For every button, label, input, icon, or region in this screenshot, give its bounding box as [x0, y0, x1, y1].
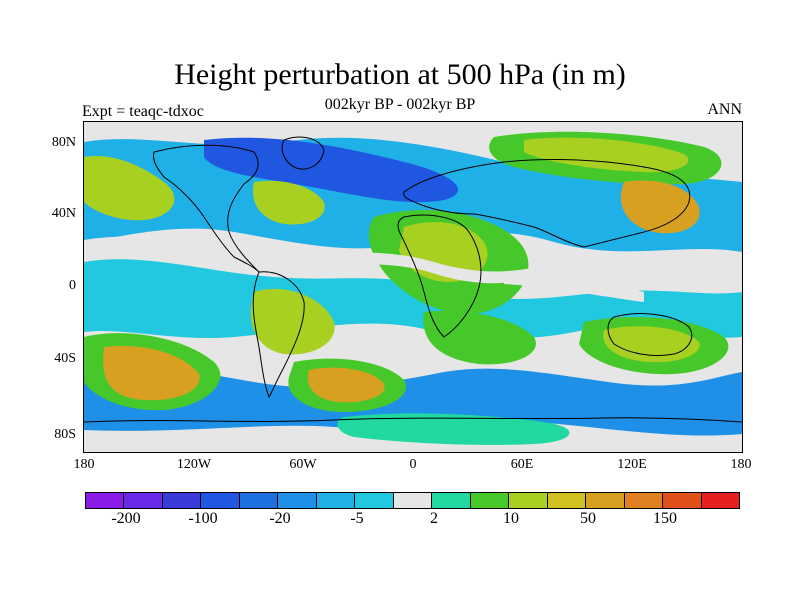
colorbar-label: -200 — [111, 510, 141, 527]
colorbar-swatch — [663, 493, 702, 508]
coastline-europe-asia — [403, 159, 691, 248]
field-orange-japan — [620, 180, 700, 234]
colorbar — [85, 492, 740, 509]
height-field-map — [84, 122, 742, 452]
lon-label-180w: 180 — [73, 457, 95, 472]
field-green-south-america — [250, 288, 335, 355]
colorbar-swatch — [547, 493, 587, 508]
coastline-africa — [397, 214, 482, 338]
coastline-greenland — [281, 136, 325, 170]
field-cyan-south — [84, 361, 742, 436]
coastline-australia — [607, 313, 693, 357]
map-panel — [83, 121, 743, 453]
colorbar-swatch — [432, 493, 471, 508]
field-green-atlantic-north — [252, 180, 325, 225]
period-label: 002kyr BP - 002kyr BP — [324, 96, 476, 113]
colorbar-label: -100 — [188, 510, 218, 527]
lat-label-80n: 80N — [51, 135, 76, 150]
lon-label-0: 0 — [409, 457, 417, 472]
lon-label-180e: 180 — [730, 457, 752, 472]
field-yellow-south-atlantic — [307, 367, 385, 403]
lat-label-0: 0 — [69, 278, 76, 293]
colorbar-label: 2 — [430, 510, 438, 527]
lon-label-120w: 120W — [176, 457, 212, 472]
field-orange-south-pacific — [103, 345, 200, 401]
lat-label-40n: 40N — [51, 206, 76, 221]
field-green-antarctic — [337, 413, 570, 445]
colorbar-swatch — [278, 493, 317, 508]
colorbar-label: 50 — [580, 510, 596, 527]
field-grey-band-1 — [84, 236, 554, 284]
lat-label-80s: 80S — [54, 427, 76, 442]
field-yellow-pacific-north — [84, 156, 175, 221]
colorbar-swatch — [355, 493, 394, 508]
colorbar-label: 150 — [653, 510, 677, 527]
map-title: Height perturbation at 500 hPa (in m) — [174, 58, 626, 91]
field-blue-arctic — [204, 137, 459, 203]
coastlines — [84, 136, 742, 423]
colorbar-swatch — [393, 493, 433, 508]
field-grey-band-2 — [504, 271, 644, 302]
colorbar-swatch — [86, 493, 125, 508]
colorbar-swatch — [162, 493, 202, 508]
field-yellow-asia — [524, 137, 689, 173]
colorbar-swatch — [316, 493, 356, 508]
lat-label-40s: 40S — [54, 351, 76, 366]
colorbar-swatch — [124, 493, 163, 508]
lon-label-60w: 60W — [289, 457, 317, 472]
colorbar-label: -5 — [350, 510, 364, 527]
lon-label-120e: 120E — [617, 457, 647, 472]
colorbar-swatch — [509, 493, 548, 508]
coastline-south-america — [252, 271, 305, 399]
experiment-label: Expt = teaqc-tdxoc — [82, 103, 204, 120]
colorbar-label: -20 — [269, 510, 291, 527]
season-label: ANN — [707, 101, 742, 118]
colorbar-swatch — [586, 493, 625, 508]
colorbar-swatch — [201, 493, 240, 508]
field-green-indian — [423, 310, 536, 365]
coastline-antarctica — [84, 417, 742, 423]
coastline-north-america — [153, 144, 260, 273]
colorbar-swatch — [624, 493, 664, 508]
colorbar-swatch — [470, 493, 510, 508]
colorbar-swatch — [239, 493, 279, 508]
lon-label-60e: 60E — [510, 457, 534, 472]
field-cyan-tropics — [84, 259, 742, 339]
colorbar-swatch — [701, 493, 739, 508]
colorbar-label: 10 — [503, 510, 519, 527]
